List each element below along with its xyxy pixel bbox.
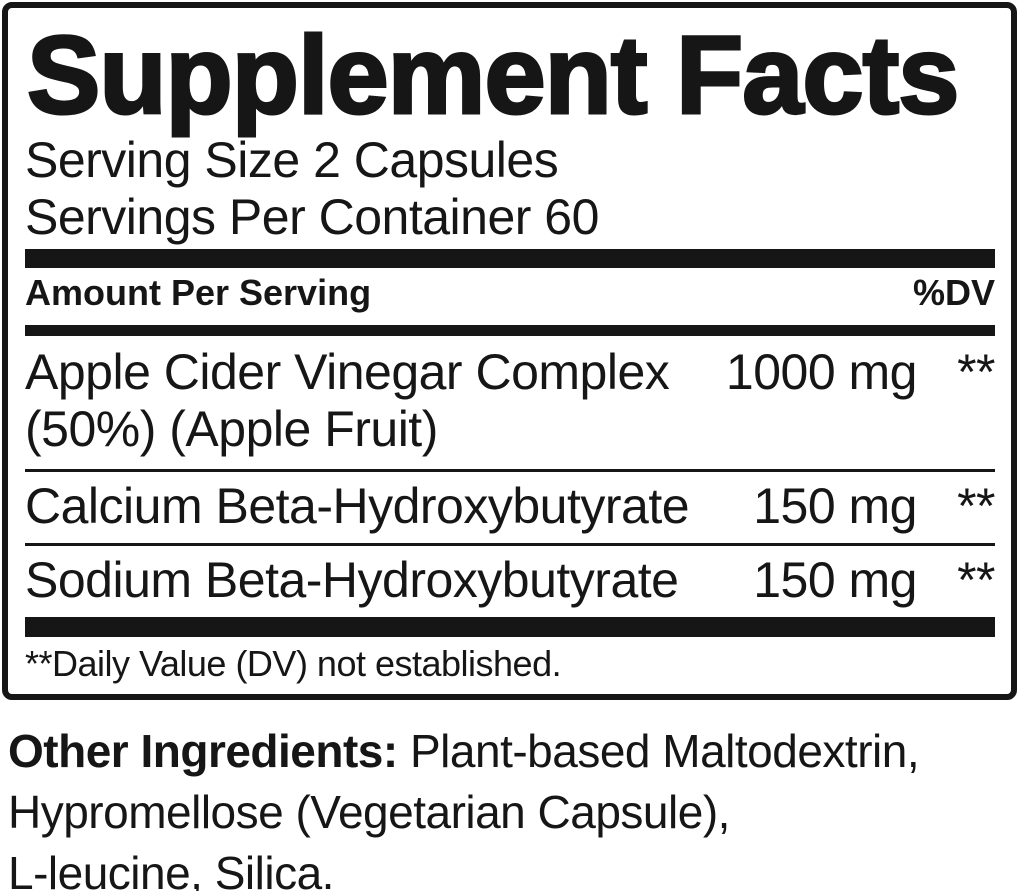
column-header-row: Amount Per Serving %DV [25, 271, 995, 315]
ingredient-dv: ** [957, 344, 995, 400]
other-ingredients-label: Other Ingredients: [8, 725, 398, 777]
ingredient-name-line: (50%) (Apple Fruit) [25, 401, 438, 457]
divider-bar-medium [25, 325, 995, 336]
other-ingredients-line: L-leucine, Silica. [8, 847, 334, 891]
ingredient-name: Calcium Beta-Hydroxybutyrate [25, 478, 717, 535]
ingredient-dv: ** [957, 552, 995, 608]
ingredient-name-line: Calcium Beta-Hydroxybutyrate [25, 478, 690, 534]
ingredient-amount: 150 mg [753, 552, 917, 608]
other-ingredients: Other Ingredients: Plant-based Maltodext… [8, 721, 1024, 891]
ingredient-name-line: Apple Cider Vinegar Complex [25, 344, 670, 400]
panel-title: Supplement Facts [26, 14, 961, 137]
amount-per-serving-header: Amount Per Serving [25, 272, 372, 313]
ingredient-name: Apple Cider Vinegar Complex (50%) (Apple… [25, 344, 717, 458]
divider-bar-heavy-bottom [25, 617, 995, 637]
servings-per-container: Servings Per Container 60 [25, 189, 599, 245]
ingredient-dv: ** [957, 478, 995, 534]
ingredient-name: Sodium Beta-Hydroxybutyrate [25, 552, 717, 609]
supplement-facts-panel: Supplement Facts Serving Size 2 Capsules… [2, 2, 1017, 700]
ingredient-row-calcium-bhb: Calcium Beta-Hydroxybutyrate 150 mg ** [25, 472, 996, 546]
ingredient-row-apple-cider-vinegar: Apple Cider Vinegar Complex (50%) (Apple… [25, 336, 996, 472]
daily-value-footnote: **Daily Value (DV) not established. [25, 643, 562, 684]
serving-info: Serving Size 2 Capsules Servings Per Con… [25, 132, 995, 246]
divider-bar-heavy-top [25, 249, 995, 268]
ingredient-amount: 150 mg [753, 478, 917, 534]
ingredient-amount: 1000 mg [725, 344, 918, 400]
other-ingredients-line: Hypromellose (Vegetarian Capsule), [8, 786, 730, 838]
serving-size: Serving Size 2 Capsules [25, 132, 559, 188]
ingredient-name-line: Sodium Beta-Hydroxybutyrate [25, 552, 679, 608]
percent-dv-header: %DV [912, 272, 995, 313]
other-ingredients-line: Plant-based Maltodextrin, [410, 725, 920, 777]
ingredient-row-sodium-bhb: Sodium Beta-Hydroxybutyrate 150 mg ** [25, 546, 996, 617]
